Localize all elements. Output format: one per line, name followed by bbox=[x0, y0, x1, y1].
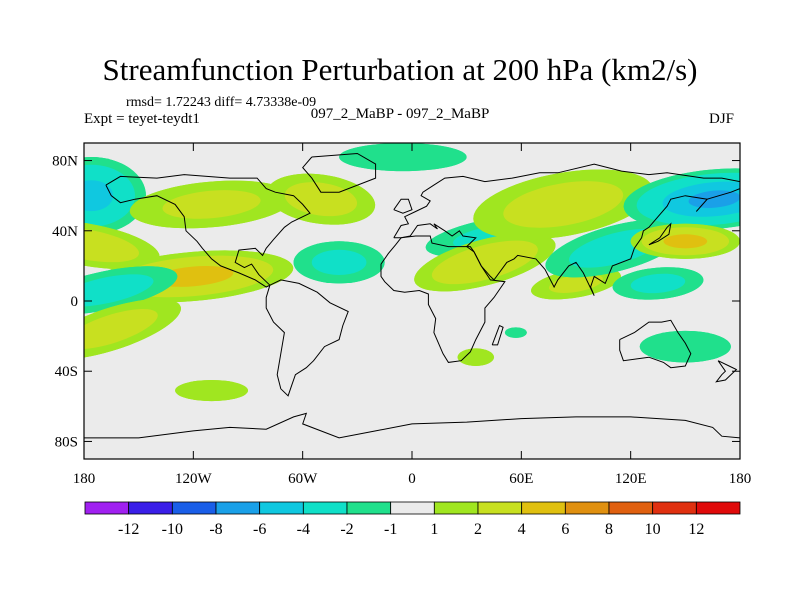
chart-title: Streamfunction Perturbation at 200 hPa (… bbox=[102, 52, 698, 87]
coastlines bbox=[84, 152, 740, 439]
anomaly-region-4 bbox=[84, 220, 160, 270]
coastline-4 bbox=[393, 163, 740, 239]
contour-level-8-3 bbox=[311, 249, 367, 276]
anomaly-region-19 bbox=[175, 380, 248, 402]
coastline-6 bbox=[380, 235, 506, 363]
anomaly-region-16 bbox=[630, 223, 740, 259]
colorbar-label-10: 4 bbox=[518, 521, 526, 538]
coastline-11 bbox=[648, 222, 672, 246]
contour-level-4-3 bbox=[84, 227, 139, 263]
right-string: DJF bbox=[709, 111, 735, 127]
y-tick-label-5: 80S bbox=[55, 434, 78, 450]
x-tick-label-7: 180 bbox=[729, 471, 752, 487]
contour-level-1-4 bbox=[84, 180, 114, 212]
y-tick-label-1: 80N bbox=[52, 154, 78, 170]
x-tick-label-2: 120W bbox=[175, 471, 213, 487]
anomaly-region-17 bbox=[612, 267, 704, 300]
contour-level-18-2 bbox=[639, 330, 731, 363]
colorbar-box-14 bbox=[652, 501, 697, 515]
contour-level-9-2 bbox=[339, 143, 467, 172]
contour-level-7-3 bbox=[84, 308, 158, 350]
colorbar-label-11: 6 bbox=[561, 521, 569, 538]
anomaly-region-6 bbox=[84, 266, 178, 315]
coastline-9 bbox=[715, 360, 738, 383]
anomaly-region-21 bbox=[504, 327, 527, 338]
coastline-7 bbox=[491, 324, 504, 346]
tick-marks bbox=[83, 143, 741, 459]
y-tick-label-4: 40S bbox=[55, 364, 78, 380]
colorbar-label-1: -12 bbox=[118, 521, 139, 538]
colorbar-label-12: 8 bbox=[605, 521, 613, 538]
contour-level-6-3 bbox=[84, 274, 154, 307]
left-string: Expt = teyet-teydt1 bbox=[84, 111, 200, 127]
colorbar-box-3 bbox=[171, 501, 217, 515]
x-tick-label-5: 60E bbox=[509, 471, 533, 487]
anomaly-region-1 bbox=[84, 157, 146, 235]
colorbar-box-9 bbox=[433, 501, 479, 515]
contour-level-19-2 bbox=[175, 380, 248, 402]
colorbar-box-6 bbox=[302, 501, 348, 515]
contour-level-20-2 bbox=[457, 348, 494, 366]
colorbar-label-5: -4 bbox=[297, 521, 310, 538]
y-tick-label-2: 40N bbox=[52, 224, 78, 240]
anomaly-region-20 bbox=[457, 348, 494, 366]
anomaly-region-9 bbox=[339, 143, 467, 172]
colorbar-box-10 bbox=[477, 501, 523, 515]
colorbar-box-13 bbox=[608, 501, 654, 515]
colorbar-label-3: -8 bbox=[209, 521, 222, 538]
coastline-1 bbox=[105, 174, 311, 288]
colorbar-label-6: -2 bbox=[340, 521, 353, 538]
contour-level-11-3 bbox=[431, 240, 538, 285]
anomaly-region-12 bbox=[531, 267, 621, 300]
colorbar-box-2 bbox=[128, 501, 173, 515]
colorbar-box-15 bbox=[695, 501, 741, 515]
contour-level-13-3 bbox=[503, 181, 624, 228]
coastline-10 bbox=[393, 198, 413, 214]
center-string: 097_2_MaBP - 097_2_MaBP bbox=[310, 106, 490, 122]
contour-level-3-3 bbox=[284, 182, 358, 217]
y-tick-label-3: 0 bbox=[71, 294, 79, 310]
colorbar-box-1 bbox=[84, 501, 130, 515]
stats-string: rmsd= 1.72243 diff= 4.73338e-09 bbox=[126, 95, 317, 110]
x-tick-label-6: 120E bbox=[615, 471, 647, 487]
contour-level-16-4 bbox=[663, 234, 708, 249]
coastline-5 bbox=[393, 188, 740, 296]
contour-level-21-2 bbox=[504, 327, 527, 338]
anomaly-region-2 bbox=[129, 180, 294, 229]
contour-level-2-3 bbox=[162, 190, 261, 219]
anomaly-region-15 bbox=[623, 168, 740, 230]
anomaly-field bbox=[84, 143, 740, 402]
contour-level-17-3 bbox=[630, 273, 686, 294]
x-tick-label-4: 0 bbox=[408, 471, 416, 487]
coastline-3 bbox=[302, 152, 377, 193]
colorbar-label-4: -6 bbox=[253, 521, 266, 538]
colorbar-label-7: -1 bbox=[384, 521, 397, 538]
anomaly-region-7 bbox=[84, 298, 181, 360]
colorbar-label-9: 2 bbox=[474, 521, 482, 538]
colorbar bbox=[84, 501, 741, 515]
colorbar-box-7 bbox=[346, 501, 392, 515]
anomaly-region-18 bbox=[639, 330, 731, 363]
coastline-12 bbox=[84, 412, 740, 439]
colorbar-label-13: 10 bbox=[645, 521, 661, 538]
x-tick-label-1: 180 bbox=[73, 471, 96, 487]
anomaly-region-11 bbox=[414, 233, 556, 292]
anomaly-region-3 bbox=[266, 173, 376, 225]
colorbar-box-12 bbox=[564, 501, 610, 515]
colorbar-label-2: -10 bbox=[162, 521, 183, 538]
colorbar-box-4 bbox=[215, 501, 261, 515]
anomaly-region-8 bbox=[293, 241, 385, 284]
coastline-2 bbox=[265, 279, 349, 397]
colorbar-label-14: 12 bbox=[688, 521, 704, 538]
colorbar-box-8 bbox=[390, 501, 435, 515]
contour-level-15-5 bbox=[688, 190, 740, 208]
contour-level-12-3 bbox=[549, 273, 603, 294]
colorbar-box-11 bbox=[521, 501, 566, 515]
x-tick-label-3: 60W bbox=[288, 471, 318, 487]
anomaly-region-13 bbox=[473, 169, 654, 240]
colorbar-box-5 bbox=[259, 501, 304, 515]
coastline-8 bbox=[619, 319, 692, 369]
colorbar-label-8: 1 bbox=[430, 521, 438, 538]
